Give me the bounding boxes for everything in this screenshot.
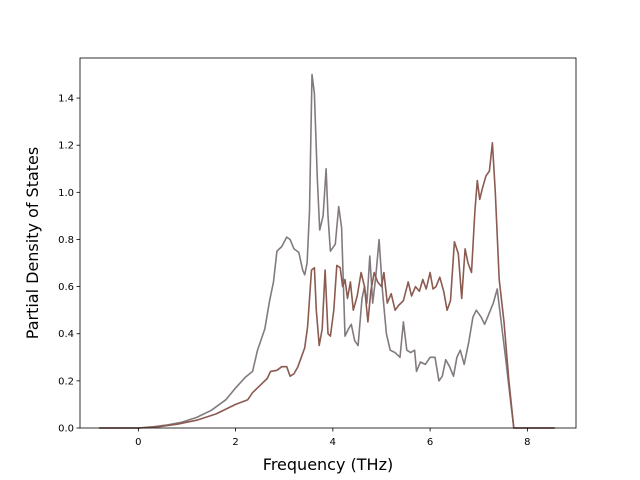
series-line-1 (98, 73, 555, 429)
y-tick-label: 0.4 (58, 329, 74, 340)
y-tick-label: 0.8 (58, 235, 74, 246)
y-tick-label: 0.0 (58, 424, 74, 435)
series-layer (98, 73, 555, 429)
x-tick-label: 2 (232, 437, 238, 448)
y-tick-label: 1.4 (58, 94, 74, 105)
y-tick-label: 1.2 (58, 141, 74, 152)
x-tick-label: 4 (330, 437, 336, 448)
y-axis: 0.0 0.2 0.4 0.6 0.8 1.0 1.2 1.4 (58, 94, 80, 435)
x-tick-label: 6 (427, 437, 433, 448)
series-line-2 (98, 142, 555, 429)
y-tick-label: 1.0 (58, 188, 74, 199)
plot-frame (79, 57, 577, 429)
x-tick-label: 8 (524, 437, 530, 448)
y-tick-label: 0.6 (58, 282, 74, 293)
x-tick-label: 0 (135, 437, 141, 448)
x-axis: 0 2 4 6 8 (135, 428, 531, 448)
y-tick-label: 0.2 (58, 376, 74, 387)
y-axis-label: Partial Density of States (23, 147, 42, 339)
x-axis-label: Frequency (THz) (263, 455, 393, 474)
